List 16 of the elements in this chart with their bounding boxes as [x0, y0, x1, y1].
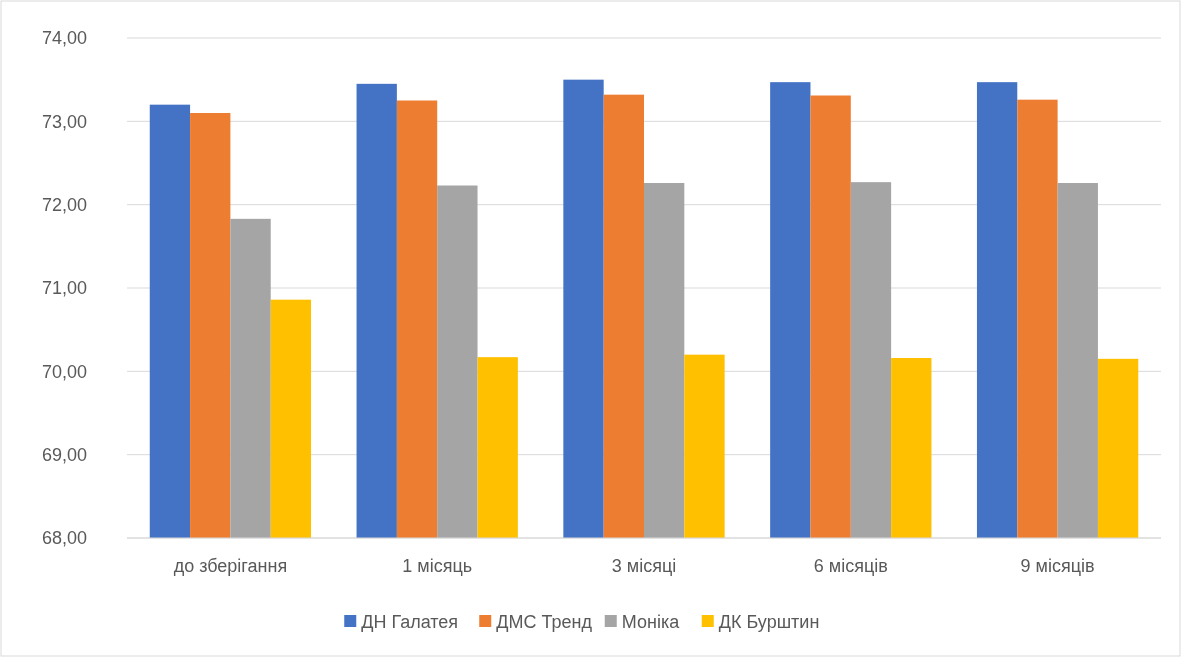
x-tick-label: до зберігання	[173, 556, 288, 576]
legend-label: ДМС Тренд	[496, 612, 593, 633]
x-tick-label: 1 місяць	[402, 556, 473, 576]
y-tick-label: 68,00	[41, 528, 87, 549]
y-tick-label: 74,00	[41, 28, 87, 49]
y-tick-label: 69,00	[41, 444, 87, 465]
y-tick-label: 72,00	[41, 194, 87, 215]
y-tick-label: 73,00	[41, 111, 87, 132]
legend-label: Моніка	[621, 612, 681, 633]
y-tick-label: 70,00	[41, 361, 87, 382]
legend-label: ДК Бурштин	[718, 612, 820, 633]
x-tick-label: 9 місяців	[1020, 556, 1095, 576]
y-tick-label: 71,00	[41, 278, 87, 299]
x-tick-label: 6 місяців	[813, 556, 888, 576]
legend-label: ДН Галатея	[361, 612, 459, 633]
x-tick-label: 3 місяці	[611, 556, 677, 576]
